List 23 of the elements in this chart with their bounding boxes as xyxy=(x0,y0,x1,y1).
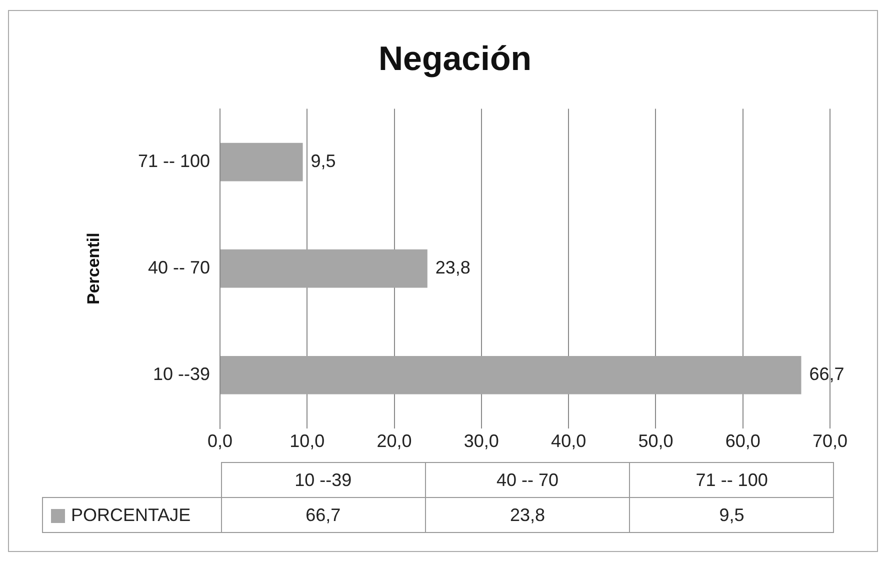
category-label: 10 --39 xyxy=(294,470,352,490)
x-tick-label: 20,0 xyxy=(376,431,412,452)
y-tick-label: 40 -- 70 xyxy=(148,258,210,278)
chart-title: Negación xyxy=(378,40,532,78)
data-label: 9,5 xyxy=(310,151,336,172)
category-label: 71 -- 100 xyxy=(696,470,768,490)
category-label: 40 -- 70 xyxy=(496,470,559,490)
x-tick-label: 0,0 xyxy=(207,431,233,452)
y-axis-title: Percentil xyxy=(84,232,103,305)
x-tick-label: 50,0 xyxy=(638,431,674,452)
x-tick-label: 70,0 xyxy=(812,431,848,452)
data-label: 66,7 xyxy=(809,364,844,384)
x-tick-label: 10,0 xyxy=(290,431,325,452)
text: 66,7 xyxy=(306,504,341,524)
x-tick-label: 40,0 xyxy=(551,431,586,452)
data-label: 23,8 xyxy=(435,258,470,278)
x-tick-label: 60,0 xyxy=(725,431,760,452)
legend-label: PORCENTAJE xyxy=(71,504,191,524)
y-tick-label: 10 --39 xyxy=(152,364,210,384)
x-tick-label: 30,0 xyxy=(464,431,499,452)
text: 9,5 xyxy=(719,504,744,524)
text: 23,8 xyxy=(510,504,546,524)
y-tick-label: 71 -- 100 xyxy=(138,151,210,172)
